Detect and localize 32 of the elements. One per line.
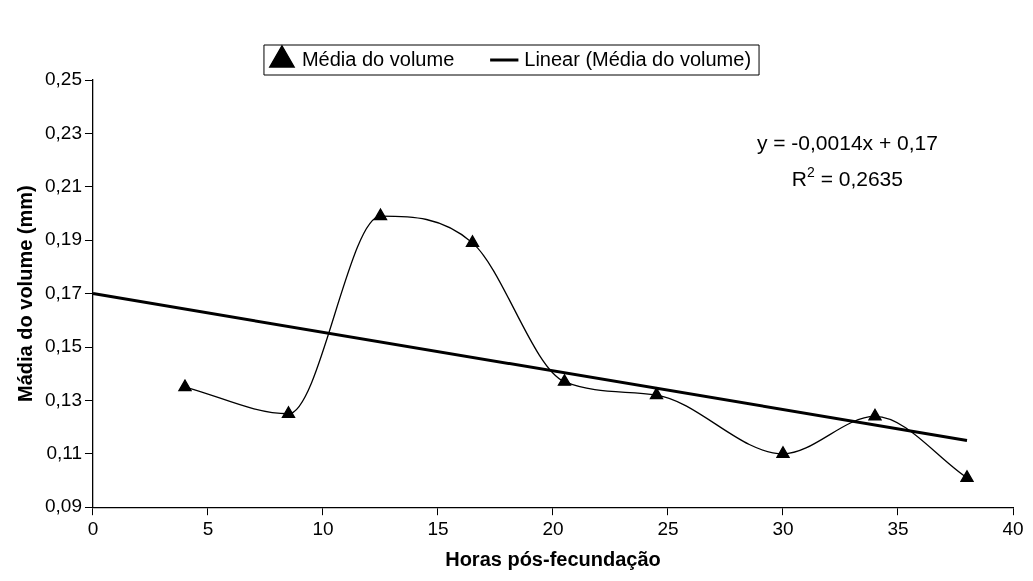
y-tick-label: 0,15 (45, 335, 82, 357)
x-axis-title: Horas pós-fecundação (445, 547, 661, 570)
point (557, 374, 572, 386)
y-tick-label: 0,17 (45, 281, 82, 303)
y-tick-label: 0,25 (45, 68, 82, 90)
point (281, 406, 296, 418)
annotation: y = -0,0014x + 0,17 (756, 131, 938, 154)
legend-label: Média do volume (301, 47, 455, 70)
point (373, 208, 388, 221)
y-tick-label: 0,21 (45, 175, 82, 197)
point (868, 408, 882, 421)
x-tick-label: 0 (87, 517, 99, 539)
x-tick-label: 5 (202, 517, 214, 539)
y-tick-label: 0,23 (45, 121, 82, 143)
x-tick-label: 25 (657, 517, 679, 539)
y-tick-label: 0,11 (46, 442, 82, 464)
point (776, 446, 790, 458)
point (960, 470, 974, 482)
x-tick-label: 30 (772, 517, 794, 539)
point (178, 379, 192, 392)
y-tick-label: 0,13 (45, 388, 82, 410)
x-tick-label: 40 (1002, 517, 1024, 539)
y-axis-title: Mádia do volume (mm) (13, 185, 36, 402)
y-tick-label: 0,19 (45, 228, 82, 250)
x-tick-label: 35 (887, 517, 909, 539)
x-tick-label: 15 (427, 517, 449, 539)
point (465, 235, 480, 248)
point (649, 387, 664, 400)
x-tick-label: 10 (312, 517, 334, 539)
legend-label: Linear (Média do volume) (524, 47, 752, 70)
x-tick-label: 20 (542, 517, 564, 539)
y-tick-label: 0,09 (45, 495, 82, 517)
